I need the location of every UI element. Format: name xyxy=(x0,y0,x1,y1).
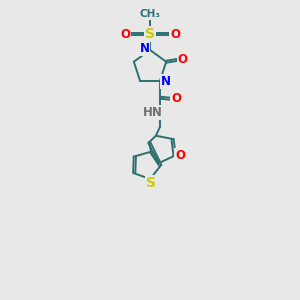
Text: S: S xyxy=(146,176,156,190)
Text: N: N xyxy=(160,75,171,88)
Text: O: O xyxy=(171,92,181,105)
Text: S: S xyxy=(145,27,155,41)
Text: N: N xyxy=(140,42,149,55)
Text: HN: HN xyxy=(143,106,163,119)
Text: O: O xyxy=(170,28,180,40)
Text: O: O xyxy=(120,28,130,40)
Text: O: O xyxy=(178,53,188,66)
Text: O: O xyxy=(175,149,185,162)
Text: CH₃: CH₃ xyxy=(140,9,160,19)
